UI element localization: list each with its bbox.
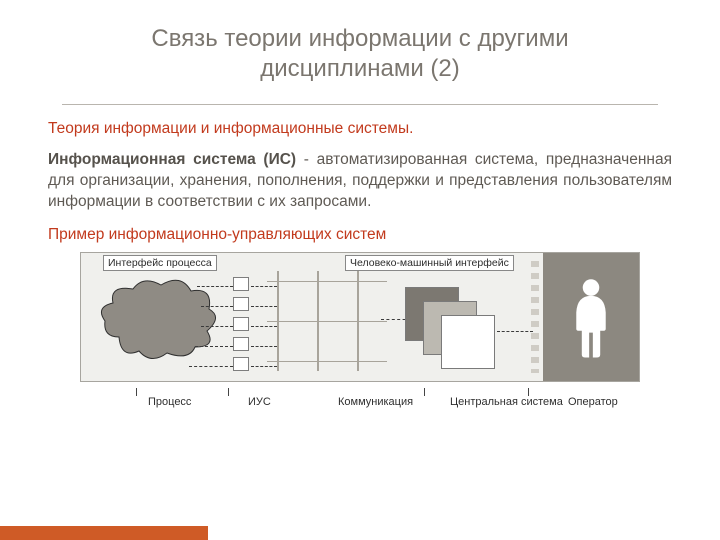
connector-dash: [195, 346, 233, 347]
interface-box: [233, 357, 249, 371]
stack-layer: [441, 315, 495, 369]
interface-box: [233, 297, 249, 311]
example-heading: Пример информационно-управляющих систем: [48, 225, 672, 246]
interface-box: [233, 317, 249, 331]
page-title: Связь теории информации с другими дисцип…: [0, 0, 720, 94]
connector-dash: [201, 306, 233, 307]
paragraph-definition: Информационная система (ИС) - автоматизи…: [48, 150, 672, 213]
slide: { "title": "Связь теории информации с др…: [0, 0, 720, 540]
diagram-label-left: Интерфейс процесса: [103, 255, 217, 271]
section-heading: Теория информации и информационные систе…: [48, 119, 672, 140]
process-cloud-icon: [99, 277, 219, 361]
footer-accent-bar: [0, 526, 208, 540]
caption-tick: [136, 388, 137, 396]
caption-row: Процесс ИУС Коммуникация Центральная сис…: [80, 388, 640, 416]
caption-comm: Коммуникация: [338, 396, 413, 408]
diagram-container: Интерфейс процесса Человеко-машинный инт…: [0, 252, 720, 416]
caption-central: Центральная система: [450, 396, 563, 408]
caption-operator: Оператор: [568, 396, 618, 408]
diagram-label-right: Человеко-машинный интерфейс: [345, 255, 514, 271]
operator-panel: [543, 253, 639, 381]
ius-grid: [267, 271, 387, 371]
connector-dash: [497, 331, 533, 332]
caption-tick: [424, 388, 425, 396]
interface-boxes: [233, 277, 251, 371]
ics-diagram: Интерфейс процесса Человеко-машинный инт…: [80, 252, 640, 382]
caption-tick: [528, 388, 529, 396]
interface-box: [233, 337, 249, 351]
connector-dash: [197, 286, 233, 287]
term-bold: Информационная система (ИС): [48, 151, 296, 168]
caption-ius: ИУС: [248, 396, 271, 408]
connector-dash: [189, 366, 233, 367]
dotted-divider: [531, 261, 539, 373]
connector-dash: [201, 326, 233, 327]
caption-process: Процесс: [148, 396, 191, 408]
caption-tick: [228, 388, 229, 396]
body-text: Теория информации и информационные систе…: [0, 105, 720, 246]
human-icon: [568, 274, 614, 360]
interface-box: [233, 277, 249, 291]
